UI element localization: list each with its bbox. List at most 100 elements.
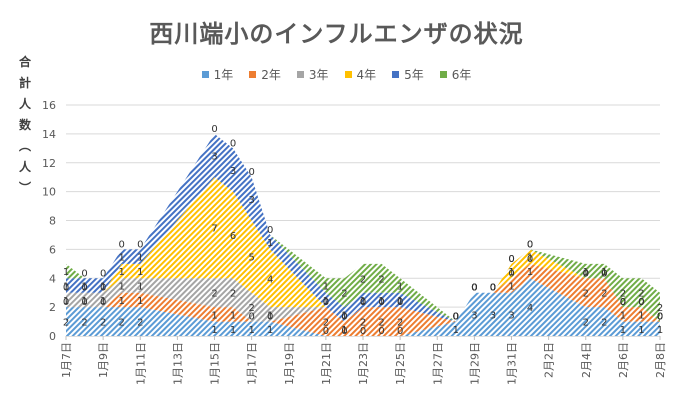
data-label: 1 (453, 325, 459, 336)
x-tick-label: 1月29日 (468, 342, 481, 385)
data-label: 1 (620, 325, 626, 336)
data-label: 1 (137, 253, 143, 264)
x-tick-label: 1月25日 (394, 342, 407, 385)
data-label: 0 (100, 268, 106, 279)
chart-title: 西川端小のインフルエンザの状況 (149, 20, 524, 48)
data-label: 1 (230, 325, 236, 336)
data-label: 1 (397, 296, 403, 307)
legend-swatch (201, 71, 209, 78)
data-label: 1 (137, 296, 143, 307)
legend-item: 2年 (249, 66, 281, 83)
data-label: 0 (601, 268, 607, 279)
data-label: 1 (211, 325, 217, 336)
data-label: 0 (100, 297, 106, 308)
data-label: 0 (657, 312, 663, 323)
x-tick-label: 1月9日 (97, 342, 110, 378)
data-label: 0 (323, 297, 329, 308)
data-label: 2 (360, 274, 366, 285)
data-label: 0 (508, 254, 514, 265)
data-label: 2 (63, 318, 69, 329)
legend-item: 6年 (439, 66, 472, 83)
y-tick-label: 0 (49, 330, 56, 343)
data-label: 0 (323, 297, 329, 308)
data-label: 1 (657, 325, 663, 336)
y-tick-label: 2 (49, 301, 56, 314)
data-label: 0 (81, 283, 87, 294)
data-label: 4 (267, 274, 273, 285)
data-label: 0 (490, 283, 496, 294)
data-label: 1 (63, 296, 69, 307)
x-tick-label: 1月31日 (506, 342, 519, 385)
data-label: 0 (360, 297, 366, 308)
x-tick-label: 2月4日 (580, 342, 593, 378)
data-label: 1 (248, 325, 254, 336)
data-label: 1 (63, 281, 69, 292)
data-label: 1 (323, 281, 329, 292)
data-label: 2 (378, 318, 384, 329)
data-label: 1 (211, 310, 217, 321)
data-label: 0 (453, 312, 459, 323)
data-label: 3 (211, 152, 217, 163)
area-series-2 (66, 263, 660, 336)
data-label: 1 (137, 281, 143, 292)
data-label: 0 (100, 283, 106, 294)
data-label: 1 (100, 281, 106, 292)
legend-swatch (392, 71, 400, 78)
area-series-6 (66, 133, 660, 322)
data-label: 2 (119, 318, 125, 329)
data-label: 0 (378, 297, 384, 308)
y-tick-label: 12 (42, 157, 56, 170)
x-tick-label: 2月8日 (654, 342, 667, 378)
data-label: 2 (378, 274, 384, 285)
data-label: 2 (81, 318, 87, 329)
legend-label: 4年 (356, 68, 377, 82)
legend-label: 2年 (261, 68, 281, 82)
data-label: 1 (508, 267, 514, 278)
legend-swatch (344, 71, 352, 78)
data-label: 2 (323, 318, 329, 329)
y-tick-label: 14 (42, 128, 56, 141)
data-label: 0 (638, 297, 644, 308)
data-label: 0 (657, 312, 663, 323)
data-label: 2 (230, 289, 236, 300)
data-label: 2 (601, 318, 607, 329)
data-label: 0 (397, 326, 403, 337)
y-tick-label: 6 (49, 243, 56, 256)
data-label: 3 (490, 310, 496, 321)
data-label: 2 (137, 318, 143, 329)
data-label: 0 (397, 297, 403, 308)
y-axis-title: 合計人数 ︵ 人 ︶ (18, 55, 31, 195)
data-label: 1 (378, 296, 384, 307)
data-label: 0 (638, 297, 644, 308)
x-tick-label: 1月13日 (171, 342, 184, 385)
data-label: 0 (341, 326, 347, 337)
x-tick-label: 1月23日 (357, 342, 370, 385)
data-label: 1 (397, 281, 403, 292)
legend-label: 6年 (451, 68, 472, 82)
data-label: 0 (527, 239, 533, 250)
data-label: 1 (583, 267, 589, 278)
data-label: 5 (248, 253, 254, 264)
data-label: 1 (620, 310, 626, 321)
data-label: 0 (471, 283, 477, 294)
data-label: 1 (360, 296, 366, 307)
x-tick-label: 1月19日 (283, 342, 296, 385)
data-label: 0 (63, 283, 69, 294)
data-label: 2 (638, 289, 644, 300)
data-label: 1 (100, 296, 106, 307)
data-label: 0 (248, 167, 254, 178)
data-label: 2 (211, 289, 217, 300)
data-label: 0 (267, 312, 273, 323)
data-label: 1 (527, 267, 533, 278)
data-label: 1 (341, 310, 347, 321)
y-tick-label: 16 (42, 99, 56, 112)
data-label: 2 (360, 318, 366, 329)
y-tick-label: 8 (49, 215, 56, 228)
legend-item: 1年 (201, 66, 233, 83)
data-label: 1 (119, 253, 125, 264)
data-label: 1 (267, 325, 273, 336)
x-tick-label: 1月27日 (431, 342, 444, 385)
data-label: 0 (378, 297, 384, 308)
data-label: 0 (471, 283, 477, 294)
